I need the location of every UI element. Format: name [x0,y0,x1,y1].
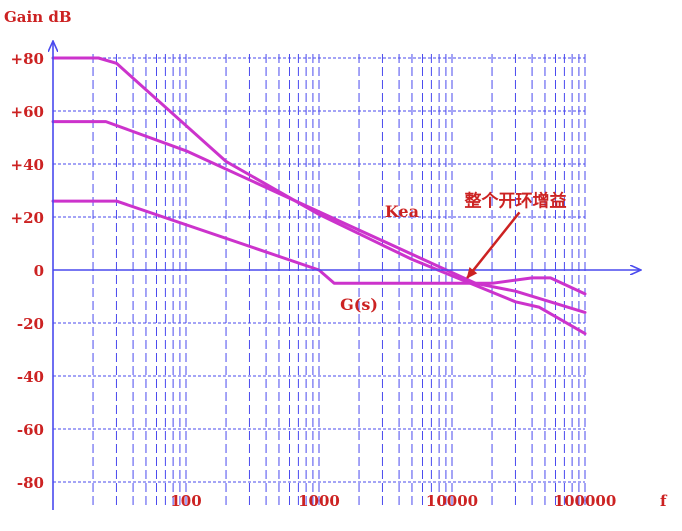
series-line-2 [51,120,587,314]
y-tick-label: -60 [17,421,44,439]
y-tick-label: -40 [17,368,44,386]
y-tick-label: -20 [17,315,44,333]
annotations: 整个开环增益 [464,190,566,279]
y-tick-label: +60 [11,103,44,121]
y-axis-title: Gain dB [4,8,72,26]
annotation-arrow [466,211,521,279]
series-line-1 [51,56,587,336]
y-tick-label: +20 [11,209,44,227]
annotation-label: 整个开环增益 [464,190,566,211]
x-axis-title: f [660,492,668,510]
x-tick-label: 100000 [554,492,617,510]
series-label: G(s) [340,295,378,314]
tick-labels: +80 +60 +40 +20 0 -20 -40 -60 -80 100 1000 10000 100… [11,50,617,510]
x-tick-label: 100 [170,492,201,510]
y-tick-label: -80 [17,474,44,492]
y-tick-label: +40 [11,156,44,174]
series-line-3 [51,199,587,296]
axes [53,42,640,510]
series-group [51,56,587,336]
y-tick-label: 0 [34,262,44,280]
x-tick-label: 10000 [426,492,478,510]
grid [53,54,586,508]
series-label: Kea [385,202,419,221]
x-tick-label: 1000 [298,492,340,510]
y-tick-label: +80 [11,50,44,68]
labels: Gain dB f Kea G(s) [4,8,668,510]
